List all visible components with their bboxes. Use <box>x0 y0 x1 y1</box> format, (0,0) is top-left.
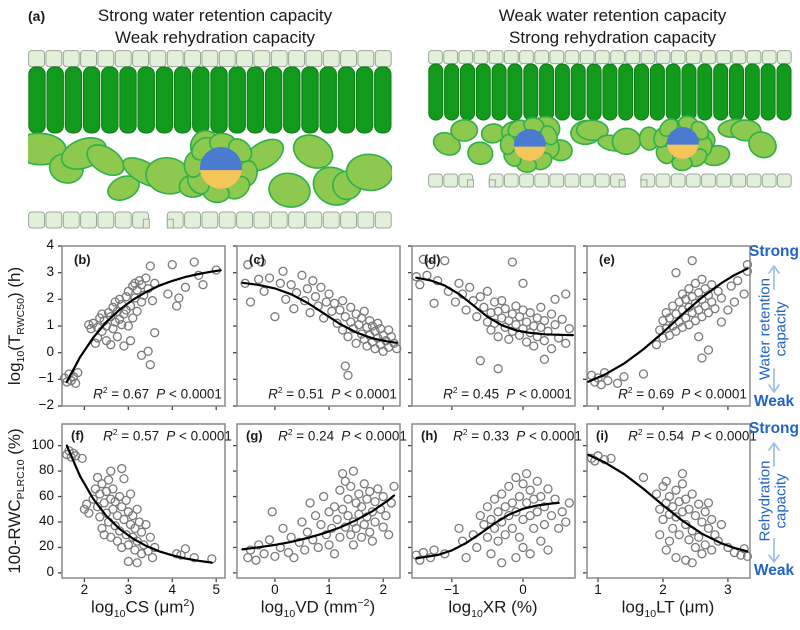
tick-label: 3 <box>46 263 54 279</box>
panel-d: (d) R2 = 0.45 P < 0.0001 <box>404 238 583 414</box>
tick-label: 4 <box>46 237 54 252</box>
panel-b: (b) R2 = 0.67 P < 0.0001 <box>54 238 233 414</box>
panel-f: (f) R2 = 0.57 P < 0.0001 <box>54 416 233 586</box>
tick-label: 1 <box>594 582 602 597</box>
tick-label: 0 <box>519 582 527 597</box>
right-diagram-title: Weak water retention capacity Strong reh… <box>498 6 727 48</box>
row2-weak-label: Weak <box>753 562 795 579</box>
tick-label: 3 <box>724 582 732 597</box>
row1-weak-label: Weak <box>753 393 795 410</box>
tick-label: 1 <box>46 317 54 332</box>
tick-label: 100 <box>31 436 54 452</box>
tick-label: 20 <box>38 538 54 554</box>
tick-label: 0 <box>271 582 279 597</box>
panel-f-label: (f) <box>71 428 84 443</box>
panel-f-stats: R2 = 0.57 P < 0.0001 <box>103 427 232 444</box>
x-axis-label-cs: log10CS (μm2) <box>91 597 195 621</box>
panel-e-label: (e) <box>599 252 615 267</box>
down-arrow-icon <box>768 368 780 393</box>
tick-label: 2 <box>379 582 387 597</box>
panel-h: (h) R2 = 0.33 P < 0.0001 <box>404 416 583 586</box>
leaf-diagram-right <box>428 50 792 190</box>
row2-strong-label: Strong <box>749 420 799 437</box>
panel-c: (c) R2 = 0.51 P < 0.0001 <box>229 238 408 414</box>
tick-label: 1 <box>325 582 333 597</box>
x-axis-label-xr: log10XR (%) <box>448 597 538 621</box>
down-arrow-icon <box>768 538 780 563</box>
panel-d-label: (d) <box>424 252 441 267</box>
row1-strong-label: Strong <box>749 243 799 260</box>
panel-b-stats: R2 = 0.67 P < 0.0001 <box>93 384 222 402</box>
tick-label: 2 <box>659 582 667 597</box>
tick-label: 2 <box>80 582 89 597</box>
panel-g: (g) R2 = 0.24 P < 0.0001 <box>229 416 408 586</box>
panel-i-label: (i) <box>596 428 609 443</box>
tick-label: 80 <box>38 462 54 478</box>
panel-c-stats: R2 = 0.51 P < 0.0001 <box>268 384 397 402</box>
tick-label: 3 <box>124 582 133 597</box>
x-axis-label-lt: log10LT (μm) <box>621 597 715 621</box>
tick-label: 0 <box>46 343 54 359</box>
panel-d-stats: R2 = 0.45 P < 0.0001 <box>443 384 572 402</box>
panel-g-label: (g) <box>246 428 263 443</box>
x-axis-label-vd: log10VD (mm−2) <box>260 597 376 621</box>
left-diagram-title: Strong water retention capacity Weak reh… <box>97 6 333 48</box>
panel-a-label: (a) <box>28 8 46 24</box>
up-arrow-icon <box>768 265 780 290</box>
panel-b-label: (b) <box>74 252 91 267</box>
panel-e: (e) R2 = 0.69 P < 0.0001 <box>579 238 758 414</box>
tick-label: 2 <box>46 290 54 306</box>
panel-g-stats: R2 = 0.24 P < 0.0001 <box>278 427 407 444</box>
panel-e-stats: R2 = 0.69 P < 0.0001 <box>618 384 747 402</box>
panel-i-stats: R2 = 0.54 P < 0.0001 <box>628 427 757 444</box>
tick-label: 4 <box>168 582 177 597</box>
panel-h-stats: R2 = 0.33 P < 0.0001 <box>453 427 582 444</box>
panel-i: (i) R2 = 0.54 P < 0.0001 <box>579 416 758 586</box>
tick-label: 5 <box>212 582 220 597</box>
tick-label: 60 <box>38 487 54 503</box>
panel-c-label: (c) <box>249 252 265 267</box>
tick-label: −1 <box>444 582 460 597</box>
tick-label: 0 <box>46 563 54 579</box>
tick-label: −1 <box>38 370 54 386</box>
leaf-diagram-left <box>28 50 392 230</box>
tick-label: 40 <box>38 513 54 528</box>
panel-h-label: (h) <box>421 428 438 443</box>
up-arrow-icon <box>768 442 780 467</box>
tick-label: −2 <box>38 397 54 412</box>
